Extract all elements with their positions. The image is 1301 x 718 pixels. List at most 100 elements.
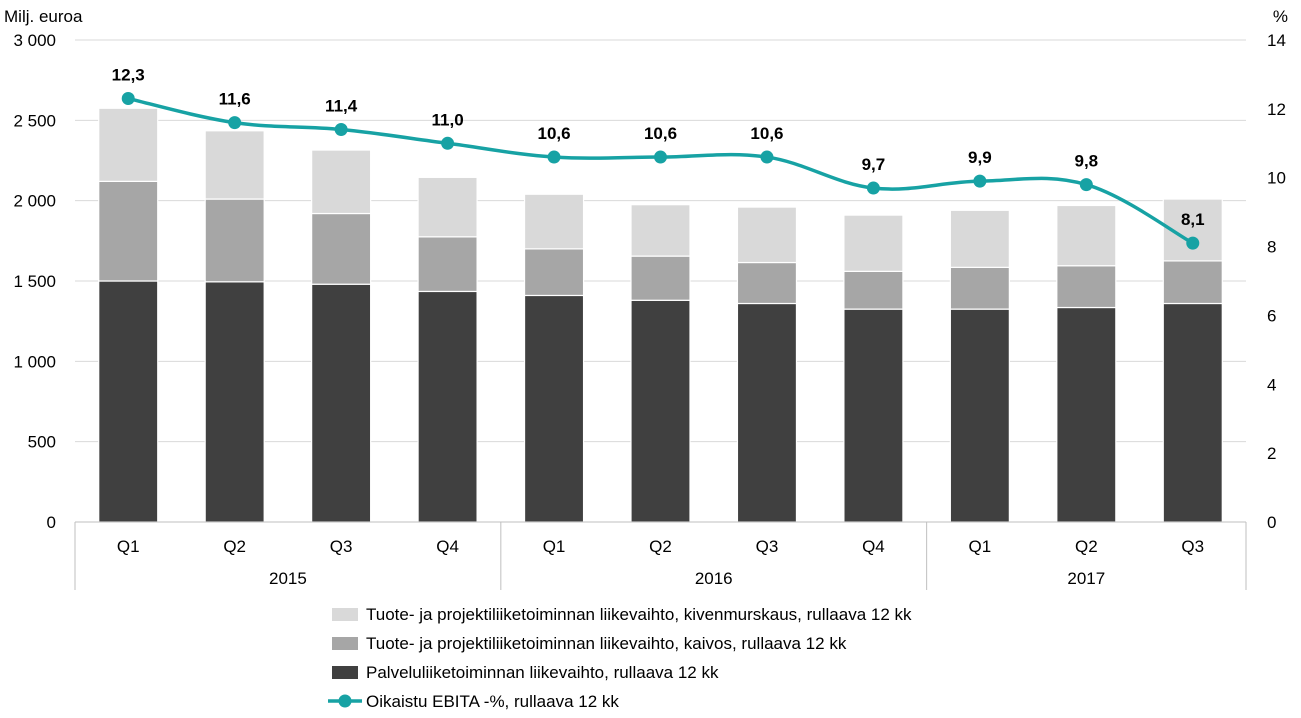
legend-label: Tuote- ja projektiliiketoiminnan liikeva… <box>366 605 912 624</box>
ebita-point <box>334 123 348 137</box>
ebita-point <box>121 92 135 106</box>
legend: Tuote- ja projektiliiketoiminnan liikeva… <box>328 605 912 711</box>
legend-label: Tuote- ja projektiliiketoiminnan liikeva… <box>366 634 847 653</box>
ebita-data-label: 10,6 <box>537 124 570 143</box>
y-left-tick-label: 2 000 <box>13 192 56 211</box>
y-right-tick-label: 12 <box>1267 100 1286 119</box>
y-right-tick-label: 6 <box>1267 306 1276 325</box>
y-left-tick-label: 3 000 <box>13 31 56 50</box>
x-tick-label: Q3 <box>330 537 353 556</box>
y-left-tick-label: 1 500 <box>13 272 56 291</box>
x-tick-label: Q2 <box>649 537 672 556</box>
bar-segment <box>98 107 159 182</box>
y-right-tick-label: 0 <box>1267 513 1276 532</box>
bar-segment <box>736 302 798 523</box>
legend-label: Palveluliiketoiminnan liikevaihto, rulla… <box>366 663 719 682</box>
y-left-axis-title: Milj. euroa <box>4 7 83 26</box>
bar-segment <box>949 266 1010 310</box>
ebita-point <box>547 150 561 164</box>
bar-segment <box>523 193 585 250</box>
y-right-tick-label: 10 <box>1267 169 1286 188</box>
ebita-data-label: 11,6 <box>219 90 251 109</box>
ebita-data-label: 8,1 <box>1181 210 1205 229</box>
ebita-data-label: 11,0 <box>432 110 464 129</box>
ebita-line <box>121 92 1200 250</box>
bar-segment <box>1056 204 1117 267</box>
legend-swatch <box>332 666 358 679</box>
x-year-label: 2016 <box>695 569 733 588</box>
ebita-data-label: 11,4 <box>325 97 358 116</box>
x-tick-label: Q1 <box>969 537 992 556</box>
ebita-data-label: 9,8 <box>1074 152 1098 171</box>
bar-segment <box>843 214 904 272</box>
legend-swatch <box>332 608 358 621</box>
bar-segment <box>1162 260 1223 305</box>
x-tick-label: Q3 <box>1181 537 1204 556</box>
y-left-tick-label: 2 500 <box>13 111 56 130</box>
y-right-tick-label: 2 <box>1267 444 1276 463</box>
legend-swatch <box>332 637 358 650</box>
bar-segment <box>98 180 159 282</box>
bar-segment <box>1162 302 1223 523</box>
bar-segment <box>523 248 585 297</box>
ebita-data-label: 10,6 <box>750 124 783 143</box>
axes: 0 500 1 000 1 500 2 000 2 500 3 000 0 2 4 6 8 10 12 14… <box>4 7 1288 590</box>
x-tick-label: Q4 <box>436 537 459 556</box>
bar-segment <box>204 198 265 283</box>
ebita-point <box>760 150 774 164</box>
x-tick-label: Q2 <box>223 537 246 556</box>
ebita-point <box>228 116 242 130</box>
bar-segment <box>204 281 265 523</box>
ebita-point <box>654 150 667 164</box>
x-tick-label: Q1 <box>543 537 566 556</box>
x-tick-label: Q4 <box>862 537 885 556</box>
x-tick-label: Q3 <box>756 537 779 556</box>
ebita-point <box>1186 236 1200 250</box>
bar-segment <box>311 149 372 215</box>
x-tick-label: Q2 <box>1075 537 1098 556</box>
y-right-tick-label: 4 <box>1267 375 1276 394</box>
ebita-point <box>1079 178 1093 192</box>
bar-segment <box>630 255 691 301</box>
bar-segment <box>843 270 904 310</box>
y-right-axis-title: % <box>1273 7 1288 26</box>
y-left-tick-label: 1 000 <box>13 352 56 371</box>
bar-segment <box>736 261 798 305</box>
ebita-data-label: 9,9 <box>968 148 992 167</box>
bar-segment <box>204 130 265 200</box>
ebita-point <box>866 181 880 195</box>
bar-segment <box>1056 265 1117 309</box>
bar-segment <box>417 236 478 293</box>
bar-segment <box>1056 306 1117 523</box>
bar-segment <box>843 308 904 523</box>
legend-label: Oikaistu EBITA -%, rullaava 12 kk <box>366 692 619 711</box>
bar-segment <box>949 209 1010 268</box>
bar-segment <box>311 212 372 285</box>
bar-segment <box>630 204 691 257</box>
x-year-label: 2017 <box>1067 569 1105 588</box>
bar-segment <box>417 176 478 238</box>
ebita-data-label: 12,3 <box>112 66 145 85</box>
y-right-tick-label: 8 <box>1267 238 1276 257</box>
bar-segment <box>417 290 478 523</box>
x-year-label: 2015 <box>269 569 307 588</box>
ebita-data-label: 9,7 <box>862 155 886 174</box>
bar-segment <box>736 206 798 264</box>
x-tick-label: Q1 <box>117 537 140 556</box>
ebita-data-label: 10,6 <box>644 124 677 143</box>
bar-segment <box>523 294 585 523</box>
y-right-tick-label: 14 <box>1267 31 1286 50</box>
ebita-point <box>973 174 987 188</box>
bar-segment <box>98 280 159 523</box>
y-left-tick-label: 0 <box>47 513 56 532</box>
bar-segment <box>949 308 1010 523</box>
legend-marker <box>338 694 352 708</box>
y-left-tick-label: 500 <box>28 433 56 452</box>
bar-segment <box>630 299 691 523</box>
bars <box>98 107 1223 523</box>
bar-segment <box>311 283 372 523</box>
ebita-point <box>441 136 455 150</box>
data-labels: 12,3 11,6 11,4 11,0 10,6 10,6 10,6 9,7 9,9 9,8 8,1 <box>112 66 1205 230</box>
